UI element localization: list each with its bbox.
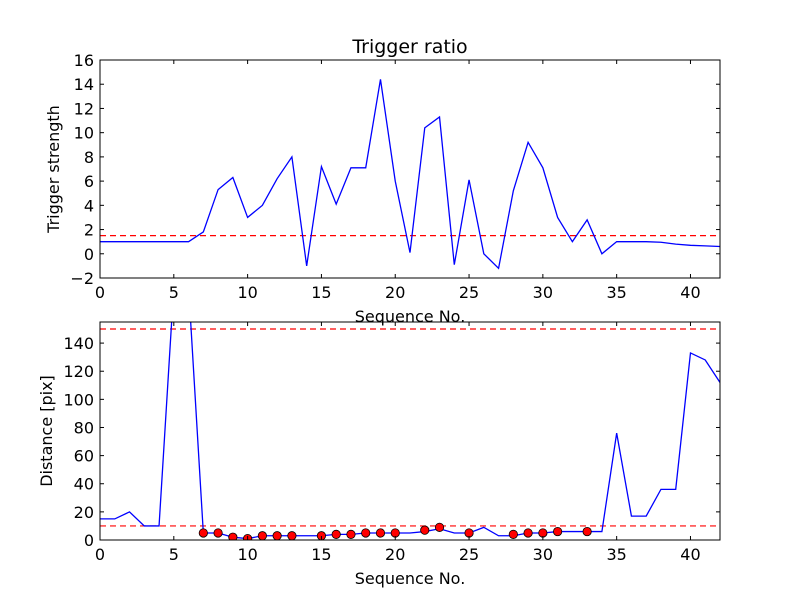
y-tick-label: 140 [63, 334, 94, 353]
x-axis-label: Sequence No. [355, 307, 466, 326]
x-tick-label: 30 [533, 283, 553, 302]
x-tick-label: 40 [680, 545, 700, 564]
x-tick-label: 25 [459, 283, 479, 302]
data-point [257, 531, 267, 540]
y-tick-label: 40 [74, 475, 94, 494]
data-point [375, 528, 386, 538]
data-point [434, 522, 445, 532]
data-point [346, 529, 356, 539]
x-tick-label: 15 [311, 545, 331, 564]
y-tick-label: −2 [70, 269, 94, 288]
series-line [100, 79, 720, 270]
data-point [464, 528, 474, 538]
chart-title: Trigger ratio [351, 36, 467, 58]
y-tick-label: 10 [74, 124, 94, 143]
x-tick-label: 0 [95, 283, 105, 302]
data-point [538, 528, 548, 538]
y-tick-label: 16 [74, 51, 94, 70]
axes-frame [99, 59, 721, 279]
x-tick-label: 15 [311, 283, 331, 302]
data-point [390, 528, 400, 538]
data-point [198, 528, 208, 538]
axes-frame [99, 321, 721, 541]
x-tick-label: 40 [680, 283, 700, 302]
data-point [508, 529, 518, 539]
x-tick-label: 25 [459, 545, 479, 564]
distance-plot: Sequence No. Distance [pix] 0 5 10 15 20 25 30… [37, 321, 721, 588]
y-tick-label: 20 [74, 503, 94, 522]
x-tick-label: 10 [237, 283, 257, 302]
x-tick-label: 5 [169, 545, 179, 564]
y-tick-label: 60 [74, 447, 94, 466]
trigger-ratio-plot: Trigger ratio Sequence No. Trigger stren… [44, 36, 721, 326]
y-tick-label: 12 [74, 99, 94, 118]
y-tick-label: 0 [84, 245, 94, 264]
plot-area [100, 322, 720, 540]
x-tick-label: 5 [169, 283, 179, 302]
data-point [331, 529, 341, 539]
y-tick-label: 120 [63, 362, 94, 381]
data-point [582, 526, 592, 537]
x-tick-label: 30 [533, 545, 553, 564]
data-point [523, 528, 533, 538]
y-tick-label: 6 [84, 172, 94, 191]
y-tick-label: 8 [84, 148, 94, 167]
y-tick-label: 100 [63, 390, 94, 409]
x-tick-label: 0 [95, 545, 105, 564]
y-tick-label: 14 [74, 75, 94, 94]
data-point [420, 525, 430, 535]
x-tick-label: 35 [606, 283, 626, 302]
x-tick-label: 10 [237, 545, 257, 564]
y-tick-label: 0 [84, 531, 94, 550]
data-point [213, 528, 223, 538]
y-axis-label: Trigger strength [44, 105, 63, 234]
x-tick-label: 35 [606, 545, 626, 564]
data-point [287, 531, 297, 540]
y-axis-label: Distance [pix] [37, 375, 56, 487]
x-axis-label: Sequence No. [355, 569, 466, 588]
data-point [228, 532, 238, 540]
x-tick-label: 20 [385, 545, 405, 564]
y-tick-label: 2 [84, 221, 94, 240]
y-tick-label: 80 [74, 418, 94, 437]
data-point [361, 528, 371, 538]
data-point [272, 531, 282, 540]
x-tick-label: 20 [385, 283, 405, 302]
data-point [553, 526, 563, 537]
plot-area [100, 79, 720, 270]
y-tick-label: 4 [84, 196, 94, 215]
